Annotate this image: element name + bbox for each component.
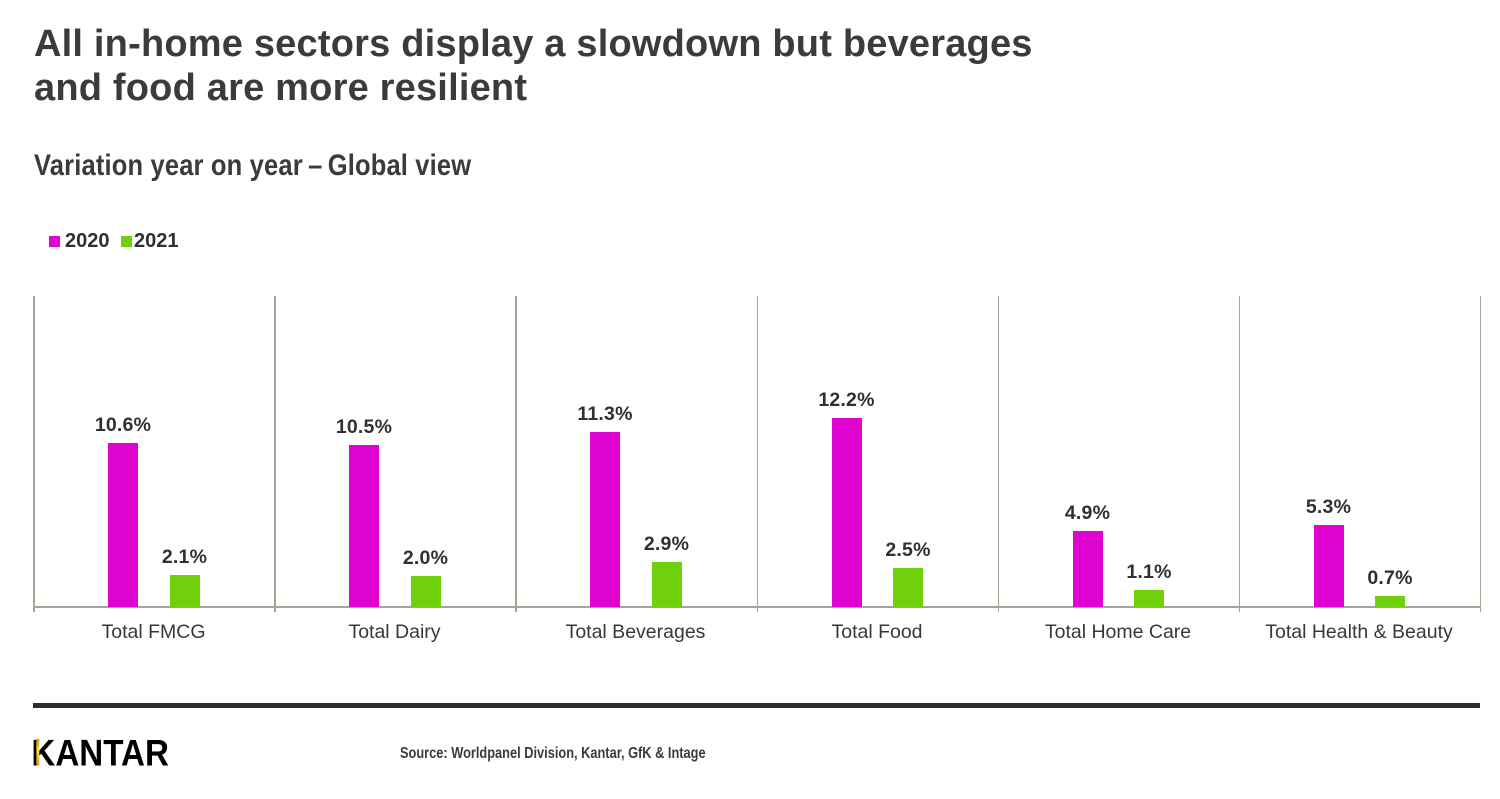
- svg-text:KANTAR: KANTAR: [33, 736, 169, 768]
